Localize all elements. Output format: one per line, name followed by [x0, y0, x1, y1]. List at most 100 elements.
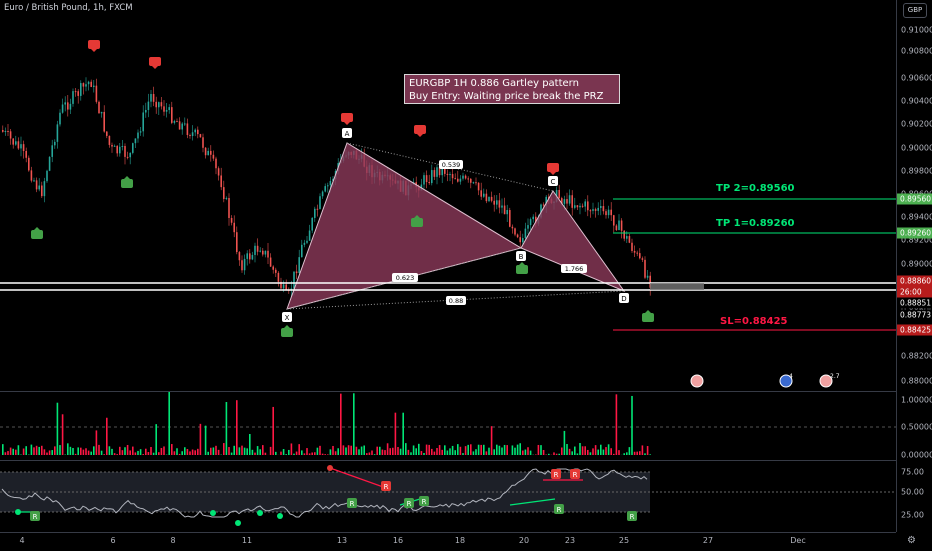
candle-body	[428, 182, 430, 183]
candle-body	[67, 102, 69, 109]
volume-bar	[584, 446, 586, 455]
currency-button[interactable]: GBP	[903, 3, 927, 18]
candle-body	[2, 130, 4, 132]
candle-body	[114, 146, 116, 147]
fractal-up-marker[interactable]	[88, 40, 100, 52]
candle-body	[610, 210, 612, 215]
fractal-down-marker[interactable]	[31, 227, 43, 239]
point-label-b[interactable]: B	[516, 251, 526, 261]
fractal-down-marker[interactable]	[281, 325, 293, 337]
candle-body	[452, 174, 454, 178]
fractal-up-marker[interactable]	[341, 113, 353, 125]
rsi-divergence-marker[interactable]: R	[404, 498, 414, 508]
fractal-up-marker[interactable]	[547, 163, 559, 175]
volume-bar	[441, 450, 443, 455]
volume-bars	[2, 392, 651, 455]
price-pane[interactable]: 0.539 1.766 0.623 0.88 X A B C D 4 2.7 E…	[0, 0, 896, 391]
candle-body	[140, 131, 142, 132]
candle-body	[145, 110, 147, 113]
volume-bar	[618, 450, 620, 455]
point-label-c[interactable]: C	[548, 176, 558, 186]
volume-bar	[522, 451, 524, 455]
rsi-pivot-dot	[257, 510, 263, 516]
candle-body	[283, 284, 285, 288]
candle-body	[166, 110, 168, 112]
candle-body	[205, 148, 207, 155]
candle-body	[33, 180, 35, 181]
candle-body	[447, 174, 449, 175]
volume-bar	[252, 450, 254, 455]
event-icon-1[interactable]	[691, 375, 703, 387]
fractal-down-marker[interactable]	[642, 310, 654, 322]
candle-body	[223, 187, 225, 199]
fractal-up-marker[interactable]	[149, 57, 161, 69]
rsi-divergence-marker[interactable]: R	[554, 504, 564, 514]
fractal-down-marker[interactable]	[121, 176, 133, 188]
volume-bar	[473, 451, 475, 455]
candle-body	[77, 91, 79, 96]
candle-body	[636, 253, 638, 254]
rsi-divergence-marker[interactable]: R	[419, 496, 429, 506]
volume-bar	[363, 446, 365, 455]
candle-body	[618, 221, 620, 231]
volume-pane[interactable]	[0, 392, 896, 459]
svg-text:C: C	[551, 178, 556, 186]
candle-body	[527, 225, 529, 229]
volume-bar	[163, 446, 165, 455]
volume-bar	[478, 445, 480, 455]
volume-bar	[610, 448, 612, 455]
volume-bar	[90, 452, 92, 455]
rsi-divergence-marker[interactable]: R	[347, 498, 357, 508]
point-label-d[interactable]: D	[619, 293, 629, 303]
volume-bar	[304, 453, 306, 455]
candle-body	[148, 102, 150, 110]
symbol-title[interactable]: Euro / British Pound, 1h, FXCM	[4, 3, 133, 13]
volume-bar	[327, 454, 329, 455]
volume-bar	[527, 447, 529, 455]
volume-bar	[96, 430, 98, 455]
candle-body	[457, 179, 459, 182]
candle-body	[54, 142, 56, 145]
rsi-divergence-marker[interactable]: R	[551, 469, 561, 479]
candle-body	[644, 260, 646, 278]
volume-bar	[530, 451, 532, 455]
rsi-divergence-marker[interactable]: R	[381, 481, 391, 491]
volume-bar	[600, 445, 602, 455]
candle-body	[327, 185, 329, 186]
candle-body	[293, 271, 295, 288]
tp1-label[interactable]: TP 1=0.89260	[716, 218, 795, 229]
volume-bar	[556, 454, 558, 455]
tp2-label[interactable]: TP 2=0.89560	[716, 183, 795, 194]
point-label-x[interactable]: X	[282, 312, 292, 322]
candle-body	[244, 259, 246, 270]
candle-body	[285, 284, 287, 289]
annotation-textbox[interactable]: EURGBP 1H 0.886 Gartley pattern Buy Entr…	[404, 74, 620, 104]
candle-body	[462, 176, 464, 179]
price-chart[interactable]: 0.539 1.766 0.623 0.88 X A B C D 4 2.7	[0, 0, 896, 391]
candle-body	[127, 157, 129, 158]
candle-body	[259, 251, 261, 252]
sl-label[interactable]: SL=0.88425	[720, 316, 788, 327]
volume-bar	[298, 444, 300, 455]
volume-bar	[483, 445, 485, 455]
rsi-divergence-marker[interactable]: R	[570, 469, 580, 479]
settings-gear-icon[interactable]: ⚙	[907, 535, 916, 546]
rsi-divergence-marker[interactable]: R	[627, 511, 637, 521]
candle-body	[46, 171, 48, 181]
volume-bar	[77, 447, 79, 455]
candle-body	[254, 246, 256, 255]
candle-body	[10, 131, 12, 138]
volume-chart[interactable]	[0, 392, 896, 459]
candle-body	[434, 170, 436, 177]
svg-text:1.766: 1.766	[565, 265, 584, 273]
rsi-divergence-marker[interactable]: R	[30, 511, 40, 521]
fractal-down-marker[interactable]	[516, 262, 528, 274]
volume-bar	[153, 453, 155, 455]
point-label-a[interactable]: A	[342, 128, 352, 138]
fractal-up-marker[interactable]	[414, 125, 426, 137]
volume-bar	[171, 444, 173, 455]
